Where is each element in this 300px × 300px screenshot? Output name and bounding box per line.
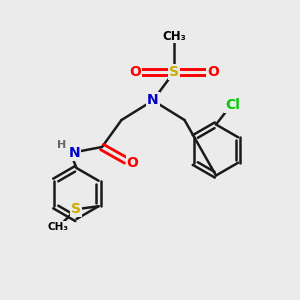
- Text: O: O: [207, 65, 219, 79]
- Text: Cl: Cl: [225, 98, 240, 112]
- Text: CH₃: CH₃: [162, 29, 186, 43]
- Text: O: O: [127, 157, 139, 170]
- Text: N: N: [147, 94, 159, 107]
- Text: S: S: [71, 202, 81, 216]
- Text: O: O: [129, 65, 141, 79]
- Text: S: S: [169, 65, 179, 79]
- Text: CH₃: CH₃: [48, 222, 69, 232]
- Text: H: H: [58, 140, 67, 151]
- Text: N: N: [68, 146, 80, 160]
